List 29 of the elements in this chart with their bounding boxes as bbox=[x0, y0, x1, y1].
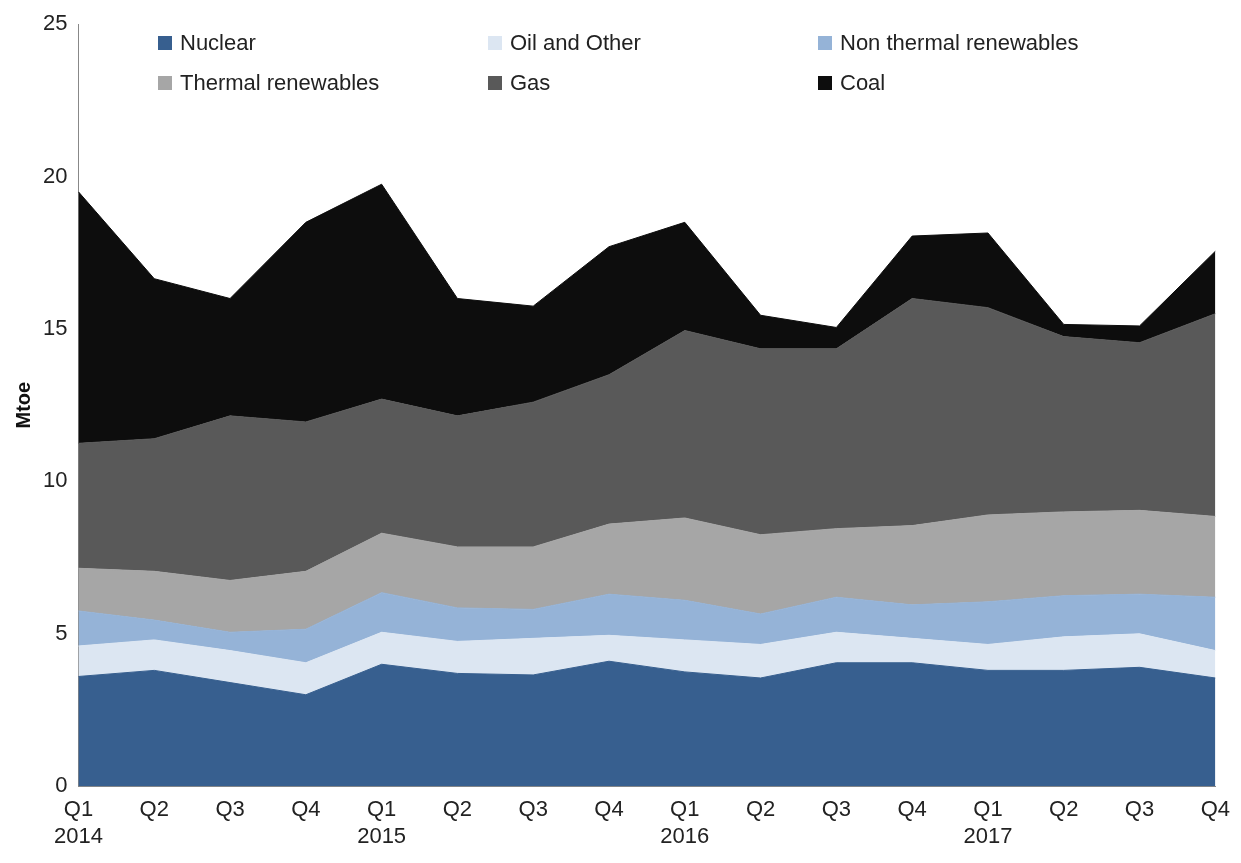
legend-label: Coal bbox=[840, 70, 886, 96]
y-tick-label: 15 bbox=[42, 315, 68, 341]
x-tick-label: Q3 bbox=[1124, 796, 1155, 822]
x-tick-label: Q2 bbox=[139, 796, 169, 822]
x-tick-label: Q3 bbox=[821, 796, 852, 822]
x-tick-label: Q2 bbox=[745, 796, 776, 822]
y-tick-label: 0 bbox=[55, 772, 68, 798]
x-tick-label: Q4 bbox=[594, 796, 624, 822]
x-tick-label: Q3 bbox=[215, 796, 245, 822]
legend-label: Thermal renewables bbox=[180, 70, 380, 96]
y-tick-label: 25 bbox=[42, 10, 68, 36]
legend-label: Oil and Other bbox=[510, 30, 641, 56]
legend-label: Non thermal renewables bbox=[840, 30, 1079, 56]
x-tick-label: Q2 bbox=[442, 796, 473, 822]
y-tick-label: 20 bbox=[42, 162, 68, 188]
y-axis-title: Mtoe bbox=[11, 381, 34, 429]
x-tick-label: Q1 2014 bbox=[53, 796, 103, 848]
x-tick-label: Q4 bbox=[291, 796, 321, 822]
x-tick-label: Q1 2015 bbox=[357, 796, 407, 848]
x-tick-label: Q2 bbox=[1049, 796, 1079, 822]
legend-label: Gas bbox=[510, 70, 551, 96]
x-tick-label: Q1 2016 bbox=[660, 796, 710, 848]
x-tick-label: Q1 2017 bbox=[963, 796, 1013, 848]
x-tick-label: Q3 bbox=[518, 796, 548, 822]
x-tick-label: Q4 bbox=[1200, 796, 1231, 822]
y-tick-label: 10 bbox=[42, 467, 68, 493]
x-tick-label: Q4 bbox=[897, 796, 927, 822]
y-tick-label: 5 bbox=[55, 619, 68, 645]
legend-label: Nuclear bbox=[180, 30, 256, 56]
